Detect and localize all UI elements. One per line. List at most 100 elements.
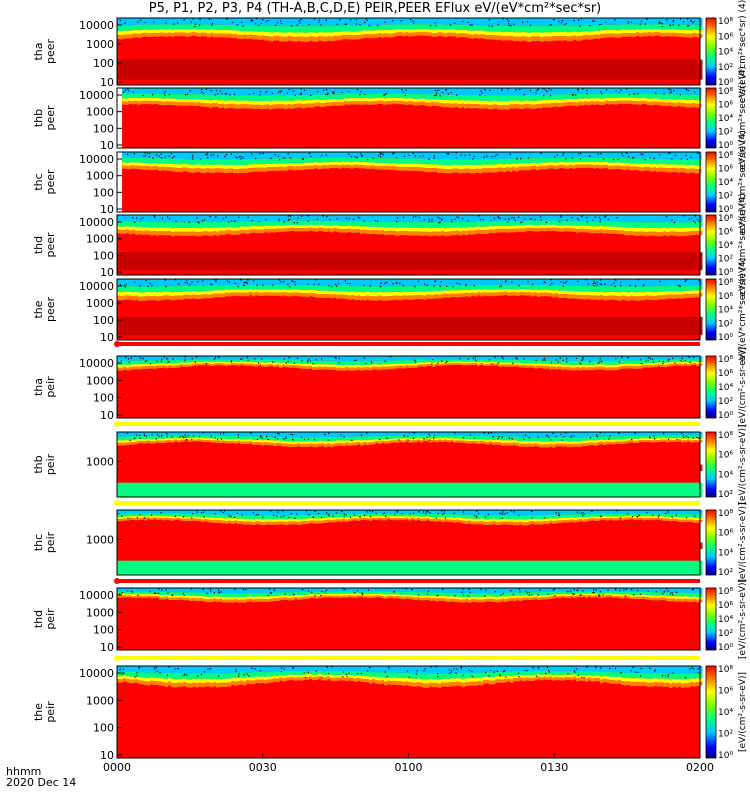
heatmap-cell [396, 291, 400, 296]
heatmap-cell [528, 59, 532, 80]
noise-speck [192, 18, 194, 20]
noise-speck [392, 153, 394, 155]
heatmap-cell [350, 157, 354, 163]
heatmap-cell [212, 94, 216, 100]
heatmap-cell [500, 152, 504, 159]
heatmap-cell [381, 230, 385, 235]
heatmap-cell [615, 24, 619, 31]
heatmap-cell [171, 286, 175, 293]
heatmap-cell [554, 157, 558, 163]
heatmap-cell [251, 104, 255, 109]
heatmap-cell [656, 167, 660, 172]
heatmap-cell [570, 290, 574, 295]
noise-speck [164, 94, 166, 96]
heatmap-cell [168, 222, 172, 228]
heatmap-cell [234, 33, 238, 38]
heatmap-cell [197, 168, 201, 173]
heatmap-cell [624, 286, 628, 293]
noise-speck [199, 18, 201, 20]
heatmap-cell [525, 32, 529, 37]
heatmap-cell [297, 289, 301, 293]
noise-speck [357, 89, 359, 91]
heatmap-cell [147, 18, 151, 25]
heatmap-cell [282, 26, 286, 33]
heatmap-cell [213, 290, 217, 294]
heatmap-cell [471, 292, 475, 296]
heatmap-cell [303, 220, 307, 226]
heatmap-cell [618, 292, 622, 297]
noise-speck [364, 93, 366, 96]
heatmap-cell [459, 293, 463, 298]
heatmap-cell [297, 292, 301, 297]
panel-probe-label: thd [32, 236, 45, 254]
heatmap-cell [440, 88, 444, 95]
heatmap-cell [414, 279, 418, 287]
heatmap-cell [339, 225, 343, 230]
heatmap-cell [191, 164, 195, 169]
heatmap-cell [270, 289, 274, 293]
noise-speck [367, 159, 369, 161]
heatmap-cell [459, 316, 463, 336]
heatmap-cell [284, 100, 288, 105]
heatmap-cell [290, 158, 294, 164]
heatmap-cell [159, 227, 163, 231]
heatmap-cell [470, 152, 474, 160]
noise-speck [524, 218, 526, 220]
heatmap-cell [270, 284, 274, 290]
heatmap-cell [209, 103, 213, 108]
heatmap-cell [651, 59, 655, 80]
heatmap-cell [419, 93, 423, 99]
heatmap-cell [642, 222, 646, 228]
heatmap-cell [161, 152, 165, 159]
heatmap-cell [645, 32, 649, 37]
heatmap-cell [348, 295, 352, 300]
heatmap-cell [252, 215, 256, 222]
heatmap-cell [300, 225, 304, 229]
heatmap-cell [294, 225, 298, 229]
noise-speck [483, 156, 485, 158]
heatmap-cell [237, 18, 241, 26]
heatmap-cell [224, 95, 228, 101]
heatmap-cell [537, 285, 541, 291]
heatmap-cell [404, 101, 408, 105]
heatmap-cell [546, 224, 550, 228]
noise-speck [454, 218, 456, 220]
heatmap-cell [138, 292, 142, 297]
heatmap-cell [522, 25, 526, 33]
heatmap-cell [405, 32, 409, 36]
heatmap-cell [614, 98, 618, 102]
heatmap-cell [311, 103, 315, 108]
noise-speck [659, 21, 661, 23]
noise-speck [508, 219, 510, 221]
heatmap-cell [450, 227, 454, 232]
heatmap-cell [432, 29, 436, 34]
heatmap-cell [480, 252, 484, 271]
heatmap-cell [396, 286, 400, 292]
heatmap-cell [501, 225, 505, 229]
heatmap-cell [173, 152, 177, 159]
noise-speck [680, 158, 682, 160]
heatmap-cell [627, 279, 631, 287]
heatmap-cell [399, 59, 403, 80]
heatmap-cell [467, 164, 471, 169]
noise-speck [668, 152, 670, 154]
heatmap-cell [411, 24, 415, 30]
heatmap-cell [137, 162, 141, 166]
heatmap-cell [192, 59, 196, 80]
heatmap-cell [695, 100, 699, 104]
heatmap-cell [392, 162, 396, 167]
noise-speck [469, 24, 471, 26]
heatmap-cell [390, 292, 394, 297]
heatmap-cell [498, 279, 502, 285]
heatmap-cell [620, 88, 624, 94]
heatmap-cell [575, 99, 579, 103]
heatmap-cell [249, 30, 253, 35]
heatmap-cell [546, 227, 550, 231]
noise-speck [207, 156, 209, 159]
heatmap-cell [678, 252, 682, 271]
heatmap-cell [425, 99, 429, 103]
heatmap-cell [558, 36, 562, 41]
heatmap-cell [593, 165, 597, 169]
heatmap-cell [591, 295, 595, 300]
heatmap-cell [240, 25, 244, 32]
